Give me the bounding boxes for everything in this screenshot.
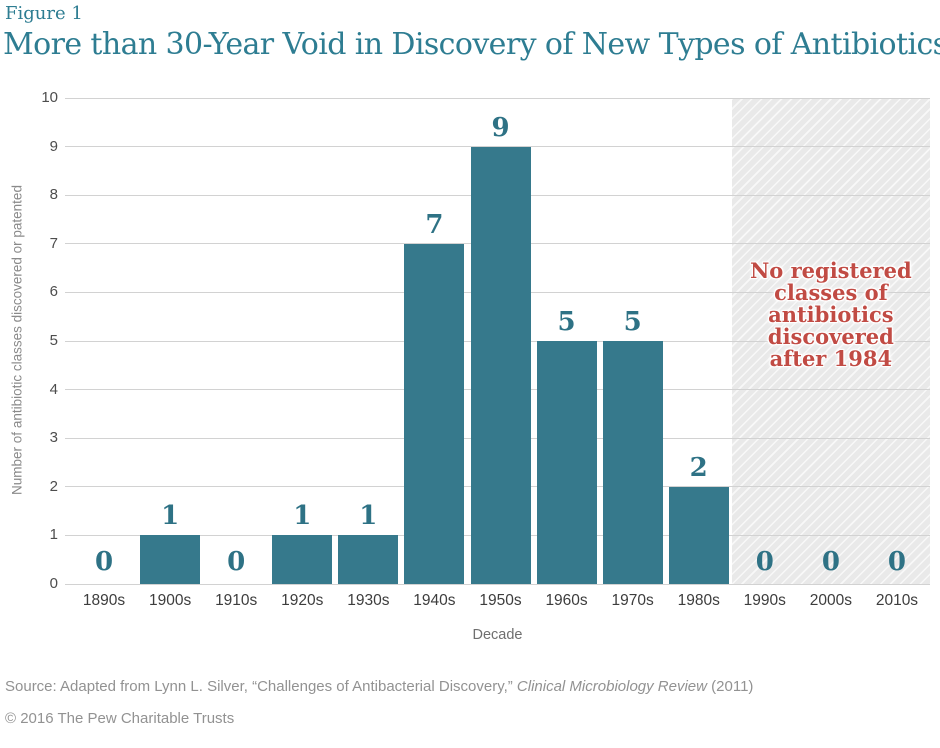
x-tick-label-1940s: 1940s: [413, 592, 456, 609]
x-tick-label-1960s: 1960s: [545, 592, 588, 609]
bar-value-1910s: 0: [227, 547, 246, 577]
figure-number-label: Figure 1: [5, 3, 83, 24]
source-line: Source: Adapted from Lynn L. Silver, “Ch…: [5, 678, 753, 695]
bar-1940s: [404, 243, 465, 584]
y-tick-label-5: 5: [49, 332, 58, 349]
bar-value-1920s: 1: [293, 501, 312, 532]
y-tick-label-1: 1: [49, 526, 58, 544]
bar-value-1980s: 2: [689, 452, 708, 483]
no-discovery-annotation: No registered classes of antibiotics discov…: [732, 260, 930, 370]
annotation-line-4: discovered: [767, 324, 894, 349]
source-text: Source: Adapted from Lynn L. Silver, “Ch…: [5, 678, 517, 695]
source-year: (2011): [707, 678, 754, 695]
gridline-y9: [65, 146, 930, 148]
annotation-line-5: after 1984: [769, 346, 893, 371]
bar-value-1960s: 5: [557, 307, 576, 337]
x-tick-label-2010s: 2010s: [875, 592, 919, 609]
x-tick-label-1890s: 1890s: [82, 592, 126, 609]
y-tick-label-6: 6: [49, 283, 58, 301]
bar-value-2000s: 0: [821, 547, 840, 577]
bar-value-1900s: 1: [161, 501, 180, 532]
x-axis-title: Decade: [472, 627, 523, 643]
gridline-y10: [65, 97, 930, 99]
bar-value-1930s: 1: [359, 501, 378, 532]
y-tick-label-10: 10: [41, 89, 58, 106]
annotation-line-2: classes of: [774, 280, 888, 305]
bar-1930s: [338, 535, 399, 584]
annotation-line-1: No registered: [750, 258, 912, 283]
bar-value-1940s: 7: [425, 209, 444, 240]
plot-area: 0 1 2 3 4 5 6 7 8 9 10 0 1890s 1 1900s 0 1910s 1 1920s 1 193…: [41, 89, 930, 609]
y-tick-label-0: 0: [49, 575, 58, 592]
x-tick-label-2000s: 2000s: [809, 592, 852, 609]
bar-value-1990s: 0: [755, 547, 774, 577]
y-tick-label-2: 2: [49, 477, 58, 495]
bar-1920s: [272, 535, 333, 584]
annotation-line-3: antibiotics: [768, 302, 894, 327]
bar-1960s: [536, 341, 597, 584]
y-tick-label-4: 4: [49, 380, 58, 398]
source-journal-name: Clinical Microbiology Review: [516, 678, 707, 695]
chart-title: More than 30-Year Void in Discovery of N…: [3, 27, 940, 62]
bar-value-1890s: 0: [94, 547, 114, 577]
bar-1980s: [668, 486, 729, 584]
bar-value-2010s: 0: [887, 547, 906, 577]
bar-1900s: [140, 535, 201, 584]
y-tick-label-8: 8: [49, 186, 58, 204]
y-tick-label-3: 3: [49, 429, 58, 447]
x-tick-label-1990s: 1990s: [743, 592, 786, 609]
y-tick-label-7: 7: [49, 234, 58, 252]
copyright-line: © 2016 The Pew Charitable Trusts: [5, 710, 235, 727]
y-tick-label-9: 9: [49, 137, 58, 155]
x-tick-label-1900s: 1900s: [148, 592, 192, 609]
x-tick-label-1930s: 1930s: [347, 592, 390, 609]
bar-value-1970s: 5: [623, 307, 642, 337]
bar-1950s: [470, 146, 531, 584]
x-tick-label-1980s: 1980s: [677, 592, 720, 609]
x-tick-label-1950s: 1950s: [479, 592, 522, 609]
x-tick-label-1970s: 1970s: [611, 592, 654, 609]
gridline-y0: [65, 583, 930, 585]
bar-1970s: [602, 341, 663, 584]
x-tick-label-1910s: 1910s: [215, 592, 258, 609]
x-tick-label-1920s: 1920s: [281, 592, 324, 609]
bar-value-1950s: 9: [491, 112, 510, 143]
